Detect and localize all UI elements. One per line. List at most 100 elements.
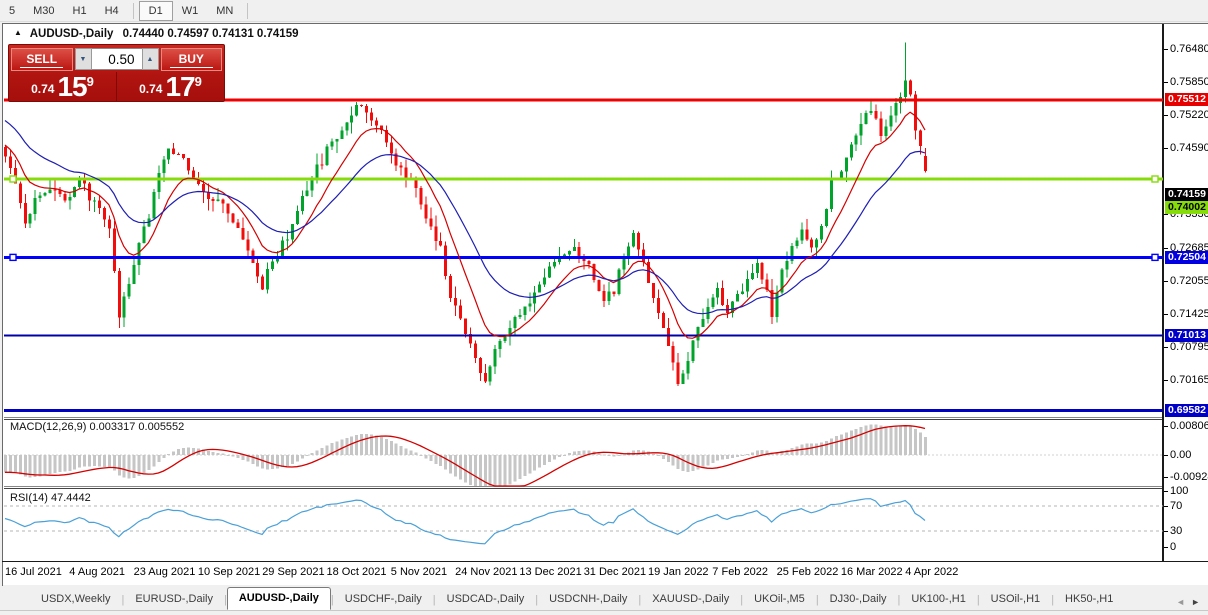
date-axis-border xyxy=(2,561,1208,562)
price-axis-border xyxy=(1163,24,1164,561)
price-axis-label: 0.71425 xyxy=(1170,307,1208,320)
date-axis-label: 16 Jul 2021 xyxy=(5,566,62,578)
sell-price-pips: 15 xyxy=(57,71,87,102)
up-arrow-icon: ▲ xyxy=(146,55,154,63)
rsi-axis-label: 30 xyxy=(1170,525,1183,537)
rsi-axis-tick xyxy=(1164,506,1168,507)
volume-decrease-button[interactable]: ▼ xyxy=(74,48,92,70)
tab-usdx[interactable]: USDX,Weekly xyxy=(41,593,111,605)
tab-xauusd-[interactable]: XAUUSD-,Daily xyxy=(652,593,730,605)
price-axis-tick xyxy=(1164,49,1168,51)
quote-panel-toggle-icon[interactable]: ▲ xyxy=(14,28,22,37)
tab-scroll-buttons: ◄ ► xyxy=(1176,597,1208,610)
macd-axis-tick xyxy=(1164,426,1168,427)
price-axis-tick xyxy=(1164,148,1168,150)
buy-price[interactable]: 0.74 17 9 xyxy=(117,72,224,101)
one-click-trading-panel: SELL ▼ ▲ BUY 0.74 15 9 0.74 17 9 xyxy=(8,44,225,102)
timeframe-h1[interactable]: H1 xyxy=(72,4,87,17)
date-axis-label: 25 Feb 2022 xyxy=(776,566,839,578)
rsi-label: RSI(14) 47.4442 xyxy=(10,492,91,504)
rsi-axis-label: 100 xyxy=(1170,485,1189,497)
rsi-axis-tick xyxy=(1164,491,1168,492)
date-axis-label: 4 Aug 2021 xyxy=(69,566,125,578)
sell-underline xyxy=(20,66,64,68)
toolbar-separator xyxy=(132,2,134,19)
tab-separator: | xyxy=(432,594,436,606)
tab-usdchf-[interactable]: USDCHF-,Daily xyxy=(344,593,422,605)
tab-separator: | xyxy=(976,594,980,606)
buy-button[interactable]: BUY xyxy=(160,47,222,71)
price-level-badge: 0.71013 xyxy=(1165,328,1208,342)
timeframe-5[interactable]: 5 xyxy=(9,4,16,17)
tab-separator: | xyxy=(1051,594,1055,606)
price-axis-tick xyxy=(1164,247,1168,249)
timeframe-toolbar: 5 M30 H1 H4 D1 W1 MN xyxy=(0,0,1208,22)
tab-dj30-[interactable]: DJ30-,Daily xyxy=(829,593,887,605)
tab-eurusd-[interactable]: EURUSD-,Daily xyxy=(135,593,213,605)
tab-usdcnh-[interactable]: USDCNH-,Daily xyxy=(549,593,628,605)
date-axis-label: 19 Jan 2022 xyxy=(648,566,709,578)
price-axis-tick xyxy=(1164,280,1168,282)
date-axis-label: 23 Aug 2021 xyxy=(133,566,196,578)
sell-button[interactable]: SELL xyxy=(11,47,73,71)
chart-ohlc-values: 0.74440 0.74597 0.74131 0.74159 xyxy=(122,28,299,40)
macd-label: MACD(12,26,9) 0.003317 0.005552 xyxy=(10,421,185,433)
price-axis-tick xyxy=(1164,115,1168,117)
date-axis-label: 18 Oct 2021 xyxy=(326,566,387,578)
tab-scroll-left-icon[interactable]: ◄ xyxy=(1176,597,1186,607)
macd-axis-label: 0.00 xyxy=(1170,449,1192,461)
date-axis[interactable]: 16 Jul 2021 4 Aug 2021 23 Aug 2021 10 Sep 2… xyxy=(3,562,1163,585)
date-axis-label: 10 Sep 2021 xyxy=(197,566,261,578)
down-arrow-icon: ▼ xyxy=(79,55,87,63)
timeframe-mn[interactable]: MN xyxy=(216,4,234,17)
price-level-badge: 0.74159 xyxy=(1165,188,1208,201)
rsi-axis-label: 0 xyxy=(1170,541,1177,553)
price-level-badge: 0.74002 xyxy=(1165,201,1208,214)
tab-hk50-[interactable]: HK50-,H1 xyxy=(1065,593,1114,605)
timeframe-d1[interactable]: D1 xyxy=(138,0,173,21)
tile-divider xyxy=(116,72,117,101)
tab-separator: | xyxy=(223,594,227,606)
tab-audusd-[interactable]: AUDUSD-,Daily xyxy=(226,587,331,610)
buy-button-label: BUY xyxy=(178,51,204,66)
price-axis-label: 0.75850 xyxy=(1170,76,1208,89)
tab-usdcad-[interactable]: USDCAD-,Daily xyxy=(446,593,525,605)
macd-axis-tick xyxy=(1164,455,1168,456)
timeframe-h4[interactable]: H4 xyxy=(104,4,119,17)
rsi-axis-tick xyxy=(1164,531,1168,532)
price-axis-tick xyxy=(1164,346,1168,348)
date-axis-label: 31 Dec 2021 xyxy=(583,566,647,578)
macd-axis-label: 0.008061 xyxy=(1170,420,1208,432)
volume-stepper: ▼ ▲ xyxy=(74,48,159,70)
price-axis-label: 0.72055 xyxy=(1170,274,1208,287)
date-axis-label: 24 Nov 2021 xyxy=(455,566,518,578)
price-chart[interactable] xyxy=(4,24,1164,561)
price-axis[interactable]: 0.76480 0.75850 0.75220 0.74590 0.73330 0.726… xyxy=(1164,24,1208,561)
tab-usoil-[interactable]: USOil-,H1 xyxy=(990,593,1041,605)
date-axis-label: 7 Feb 2022 xyxy=(712,566,768,578)
sell-price[interactable]: 0.74 15 9 xyxy=(9,72,116,101)
macd-axis-label: -0.009286 xyxy=(1170,471,1208,483)
date-axis-label: 5 Nov 2021 xyxy=(390,566,448,578)
tab-separator: | xyxy=(740,594,744,606)
symbol-tabbar: USDX,Weekly | EURUSD-,Daily | AUDUSD-,Daily |… xyxy=(0,586,1208,611)
tab-separator: | xyxy=(897,594,901,606)
buy-price-point: 9 xyxy=(194,74,202,89)
rsi-axis-label: 70 xyxy=(1170,500,1183,512)
tab-scroll-right-icon[interactable]: ► xyxy=(1191,597,1200,607)
buy-underline xyxy=(169,66,213,68)
price-axis-tick xyxy=(1164,82,1168,84)
toolbar-separator xyxy=(247,2,249,19)
tab-ukoil-[interactable]: UKOil-,M5 xyxy=(754,593,805,605)
volume-input[interactable] xyxy=(91,48,142,70)
chart-window-border xyxy=(2,23,1208,24)
chart-background xyxy=(3,24,1208,585)
price-axis-label: 0.75220 xyxy=(1170,109,1208,122)
price-axis-tick xyxy=(1164,313,1168,315)
price-level-badge: 0.69582 xyxy=(1165,403,1208,417)
tab-uk100-[interactable]: UK100-,H1 xyxy=(911,593,966,605)
timeframe-m30[interactable]: M30 xyxy=(33,4,55,17)
timeframe-w1[interactable]: W1 xyxy=(181,4,199,17)
volume-increase-button[interactable]: ▲ xyxy=(141,48,159,70)
buy-price-pips: 17 xyxy=(165,71,195,102)
